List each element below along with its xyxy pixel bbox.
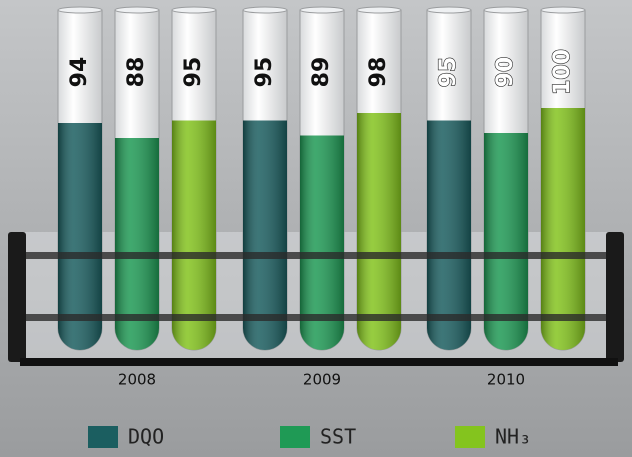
- legend-label: DQO: [128, 425, 164, 449]
- tube-rim: [171, 6, 217, 14]
- value-label: 95: [181, 57, 206, 88]
- tube-shade: [541, 108, 585, 350]
- tube-shade: [172, 120, 216, 350]
- legend-swatch: [455, 426, 485, 448]
- value-label: 95: [436, 57, 461, 88]
- value-label: 94: [67, 57, 92, 88]
- value-label: 100: [550, 49, 575, 95]
- tube-shade: [300, 135, 344, 350]
- tube-shade: [243, 120, 287, 350]
- value-label: 95: [252, 57, 277, 88]
- tube-shade: [58, 123, 102, 350]
- tube-rim: [540, 6, 586, 14]
- x-tick-label: 2010: [487, 371, 525, 389]
- tube-rim: [426, 6, 472, 14]
- legend-label: SST: [320, 425, 356, 449]
- tube-rim: [57, 6, 103, 14]
- tube-shade: [115, 138, 159, 350]
- tube-shade: [484, 133, 528, 350]
- tube-rim: [356, 6, 402, 14]
- value-label: 88: [124, 57, 149, 88]
- legend-swatch: [88, 426, 118, 448]
- x-tick-label: 2008: [118, 371, 156, 389]
- tube-rim: [299, 6, 345, 14]
- tube-rim: [483, 6, 529, 14]
- tube-rim: [114, 6, 160, 14]
- value-label: 89: [309, 57, 334, 88]
- tube-shade: [357, 113, 401, 350]
- tube-shade: [427, 120, 471, 350]
- legend-swatch: [280, 426, 310, 448]
- tube-rim: [242, 6, 288, 14]
- value-label: 98: [366, 57, 391, 88]
- x-tick-label: 2009: [303, 371, 341, 389]
- legend-label: NH₃: [495, 425, 531, 449]
- value-label: 90: [493, 57, 518, 88]
- rack-front: [20, 252, 618, 366]
